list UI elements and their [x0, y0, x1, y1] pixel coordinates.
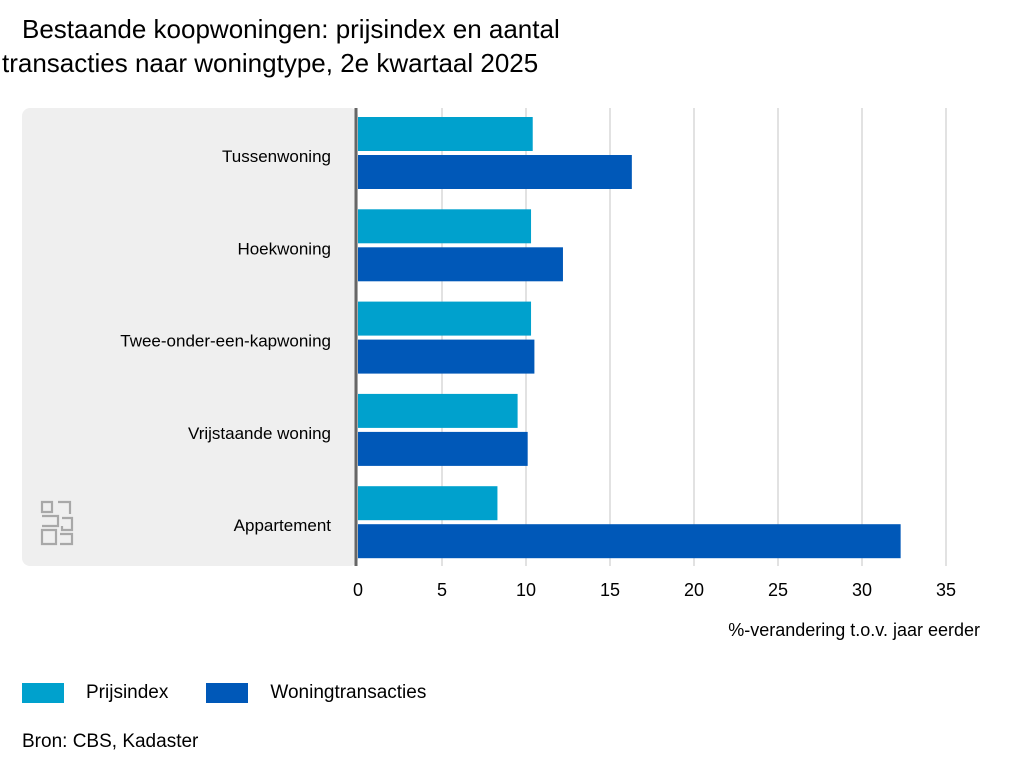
- bar-prijsindex-0: [358, 117, 533, 151]
- legend-label-woningtransacties: Woningtransacties: [270, 682, 427, 703]
- source-note: Bron: CBS, Kadaster: [22, 731, 199, 752]
- cbs-logo: [40, 500, 74, 546]
- bar-prijsindex-3: [358, 393, 518, 428]
- x-tick-label-35: 35: [936, 580, 956, 600]
- category-label: Tussenwoning: [222, 147, 331, 166]
- bar-woningtransacties-2: [358, 339, 535, 374]
- x-tick-label-20: 20: [684, 580, 704, 600]
- category-panel: [22, 108, 358, 566]
- category-label: Appartement: [234, 516, 332, 535]
- legend-label-prijsindex: Prijsindex: [86, 682, 169, 703]
- bar-woningtransacties-0: [358, 155, 632, 189]
- chart-title-line1: Bestaande koopwoningen: prijsindex en aa…: [22, 14, 560, 44]
- bar-woningtransacties-3: [358, 431, 528, 466]
- x-tick-label-15: 15: [600, 580, 620, 600]
- x-tick-label-30: 30: [852, 580, 872, 600]
- legend-swatch-woningtransacties: [206, 683, 249, 703]
- bar-prijsindex-2: [358, 301, 532, 336]
- bars: [358, 117, 901, 559]
- x-tick-label-10: 10: [516, 580, 536, 600]
- x-tick-label-5: 5: [437, 580, 447, 600]
- bar-woningtransacties-1: [358, 247, 563, 282]
- bar-chart: Tussenwoning Hoekwoning Twee-onder-een-kap…: [22, 108, 980, 640]
- category-labels: Tussenwoning Hoekwoning Twee-onder-een-kap…: [120, 147, 331, 535]
- chart-title: Bestaande koopwoningen: prijsindex en aa…: [2, 12, 702, 80]
- legend-item-prijsindex: Prijsindex: [22, 682, 168, 704]
- x-tick-label-0: 0: [353, 580, 363, 600]
- legend-swatch-prijsindex: [22, 683, 64, 703]
- x-axis-label: %-verandering t.o.v. jaar eerder: [728, 620, 980, 640]
- bar-prijsindex-1: [358, 209, 532, 244]
- bar-prijsindex-4: [358, 486, 498, 521]
- legend: Prijsindex Woningtransacties: [22, 682, 464, 704]
- legend-item-woningtransacties: Woningtransacties: [206, 682, 426, 704]
- x-tick-labels: 0 5 10 15 20 25 30 35: [353, 580, 956, 600]
- chart-title-line2: transacties naar woningtype, 2e kwartaal…: [2, 48, 539, 78]
- category-label: Vrijstaande woning: [188, 424, 331, 443]
- category-label: Hoekwoning: [237, 239, 331, 258]
- bar-woningtransacties-4: [358, 524, 901, 559]
- category-label: Twee-onder-een-kapwoning: [120, 332, 331, 351]
- x-tick-label-25: 25: [768, 580, 788, 600]
